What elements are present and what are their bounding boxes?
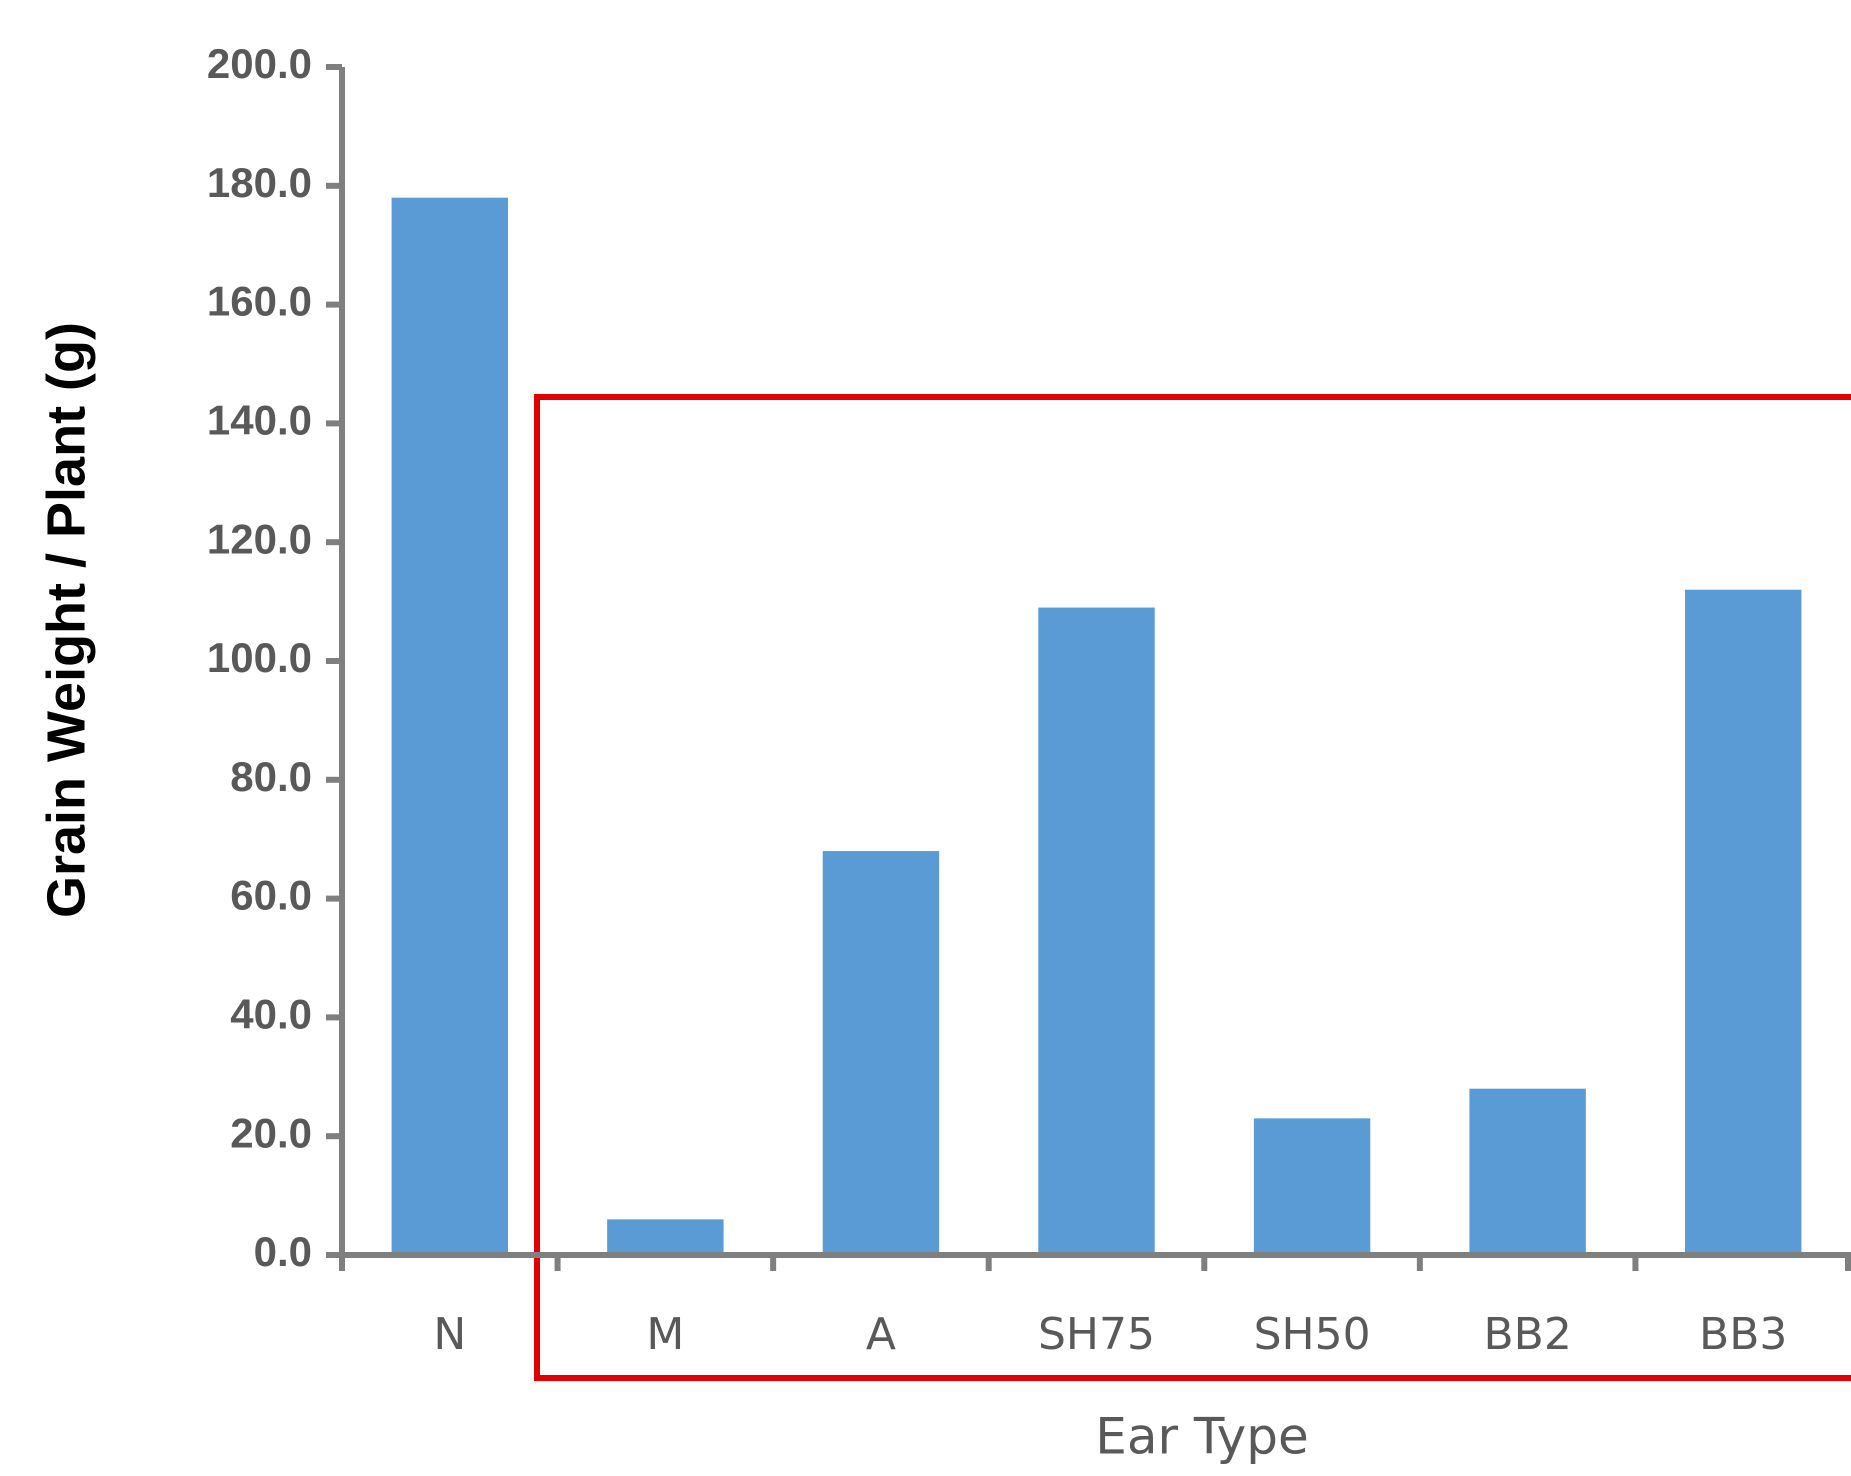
y-tick-label: 160.0 — [207, 278, 312, 325]
x-tick-label: BB2 — [1483, 1309, 1571, 1360]
y-tick-label: 180.0 — [207, 159, 312, 206]
page: {"chart_data": {"type": "bar", "y_label"… — [0, 0, 1851, 1471]
x-tick-label: BB3 — [1699, 1309, 1787, 1360]
x-tick-label: SH50 — [1254, 1309, 1371, 1360]
x-tick-label: SH75 — [1038, 1309, 1155, 1360]
bar — [1254, 1118, 1370, 1255]
x-tick-label: A — [866, 1309, 896, 1360]
y-tick-label: 0.0 — [254, 1228, 312, 1275]
bar — [392, 198, 508, 1255]
y-axis-label: Grain Weight / Plant (g) — [36, 322, 96, 918]
bar — [607, 1219, 723, 1255]
y-tick-label: 20.0 — [230, 1109, 312, 1156]
y-tick-label: 200.0 — [207, 40, 312, 87]
y-tick-label: 60.0 — [230, 872, 312, 919]
y-tick-label: 120.0 — [207, 515, 312, 562]
chart: Grain Weight / Plant (g) Ear Type 0.0 20.… — [0, 0, 1851, 1471]
y-tick-label: 80.0 — [230, 753, 312, 800]
x-axis-label: Ear Type — [1095, 1408, 1309, 1466]
y-tick-label: 140.0 — [207, 396, 312, 443]
bar — [823, 851, 939, 1255]
y-tick-label: 40.0 — [230, 990, 312, 1037]
bar — [1038, 608, 1154, 1255]
highlight-box — [537, 397, 1851, 1378]
y-tick-label: 100.0 — [207, 634, 312, 681]
bar — [1685, 590, 1801, 1255]
bar — [1469, 1089, 1585, 1255]
x-tick-label: N — [433, 1309, 466, 1360]
x-tick-label: M — [646, 1309, 684, 1360]
